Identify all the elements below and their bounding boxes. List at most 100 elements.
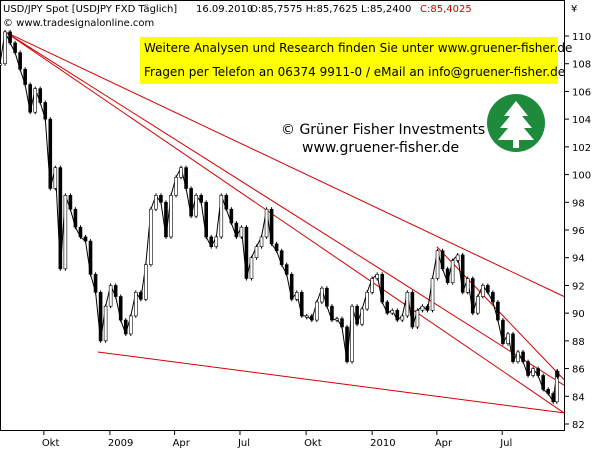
candle: [455, 254, 460, 261]
candle: [340, 318, 344, 328]
candle: [531, 368, 535, 376]
y-tick-label: 108: [572, 60, 591, 71]
candle: [304, 315, 309, 318]
candle: [501, 319, 505, 344]
candle: [78, 226, 83, 238]
y-axis-ticks: 82 84 86 88 90 92 94 96 98 100 102 104 106 108 110: [564, 32, 591, 431]
y-tick-label: 88: [572, 337, 585, 348]
y-tick-label: 106: [572, 87, 591, 98]
candle: [83, 236, 88, 242]
candle: [315, 301, 319, 321]
candle: [73, 208, 78, 228]
candle: [128, 315, 133, 335]
candle: [199, 195, 203, 203]
candle: [410, 292, 415, 328]
candle: [98, 292, 103, 342]
candle: [0, 63, 2, 66]
candle: [254, 246, 259, 259]
candle: [415, 310, 420, 328]
candle: [189, 188, 193, 217]
brand-url: www.gruener-fisher.de: [302, 140, 459, 156]
candle: [93, 274, 98, 293]
candle: [63, 195, 68, 270]
candle: [259, 236, 264, 247]
candle: [536, 368, 540, 376]
candle: [43, 102, 48, 120]
candle: [405, 292, 410, 317]
candle: [23, 68, 27, 85]
candle: [481, 285, 485, 297]
price-series: [0, 29, 560, 404]
y-tick-label: 110: [572, 32, 591, 43]
x-tick-label: Okt: [304, 438, 322, 449]
y-tick-label: 100: [572, 171, 591, 182]
trendline: [97, 351, 565, 414]
candle: [234, 222, 239, 238]
candle: [475, 296, 480, 314]
candle: [38, 88, 43, 103]
y-tick-label: 102: [572, 143, 591, 154]
candle: [294, 292, 299, 300]
candle: [103, 305, 108, 342]
candle: [244, 226, 249, 279]
candle: [284, 264, 289, 275]
candle: [68, 195, 73, 210]
candle: [355, 305, 359, 325]
y-tick-label: 90: [572, 309, 585, 320]
candle: [274, 243, 279, 252]
candle: [139, 292, 143, 300]
candle: [320, 287, 324, 303]
y-tick-label: 94: [572, 254, 585, 265]
candle: [365, 292, 369, 310]
y-tick-label: 86: [572, 365, 585, 376]
candle: [330, 305, 334, 321]
candle: [299, 292, 304, 317]
candle: [33, 88, 38, 113]
candle: [395, 310, 400, 321]
candle: [541, 375, 545, 390]
candle: [420, 305, 425, 311]
candle: [470, 278, 475, 314]
candle: [425, 305, 430, 311]
candle: [390, 310, 395, 314]
candle: [496, 301, 500, 321]
candle: [118, 296, 123, 321]
candle: [289, 274, 294, 300]
candle: [108, 285, 113, 307]
candle: [144, 264, 148, 300]
tree-logo-icon: [487, 94, 545, 152]
candle: [18, 52, 22, 70]
trendline: [4, 31, 565, 297]
candle: [491, 292, 495, 303]
candle: [551, 393, 556, 403]
candle: [214, 236, 219, 247]
candle: [269, 208, 274, 245]
candle: [149, 208, 153, 265]
candle: [516, 351, 520, 362]
trendline: [436, 246, 565, 381]
y-tick-label: 98: [572, 198, 585, 209]
x-tick-label: Apr: [173, 438, 191, 449]
candle: [174, 177, 178, 196]
candle: [380, 274, 385, 303]
info-box: Weitere Analysen und Research finden Sie…: [140, 37, 572, 84]
info-line-analysis: Weitere Analysen und Research finden Sie…: [144, 41, 572, 55]
candle: [123, 319, 128, 335]
candle: [511, 333, 515, 362]
candle: [546, 389, 550, 394]
brand-name: © Grüner Fisher Investments: [281, 122, 485, 138]
candle: [13, 42, 17, 53]
header-ohlc: O:85,7575 H:85,7625 L:85,2400: [250, 4, 411, 15]
x-tick-label: Apr: [435, 438, 453, 449]
candle: [88, 240, 93, 275]
candle: [465, 278, 470, 293]
candle: [8, 31, 12, 44]
currency-symbol: ¥: [571, 4, 577, 15]
candle: [264, 208, 269, 238]
candle: [53, 167, 58, 189]
candle: [310, 315, 314, 321]
y-tick-label: 82: [572, 420, 585, 431]
candle: [48, 118, 53, 189]
x-tick-label: Okt: [42, 438, 60, 449]
y-tick-label: 84: [572, 392, 585, 403]
